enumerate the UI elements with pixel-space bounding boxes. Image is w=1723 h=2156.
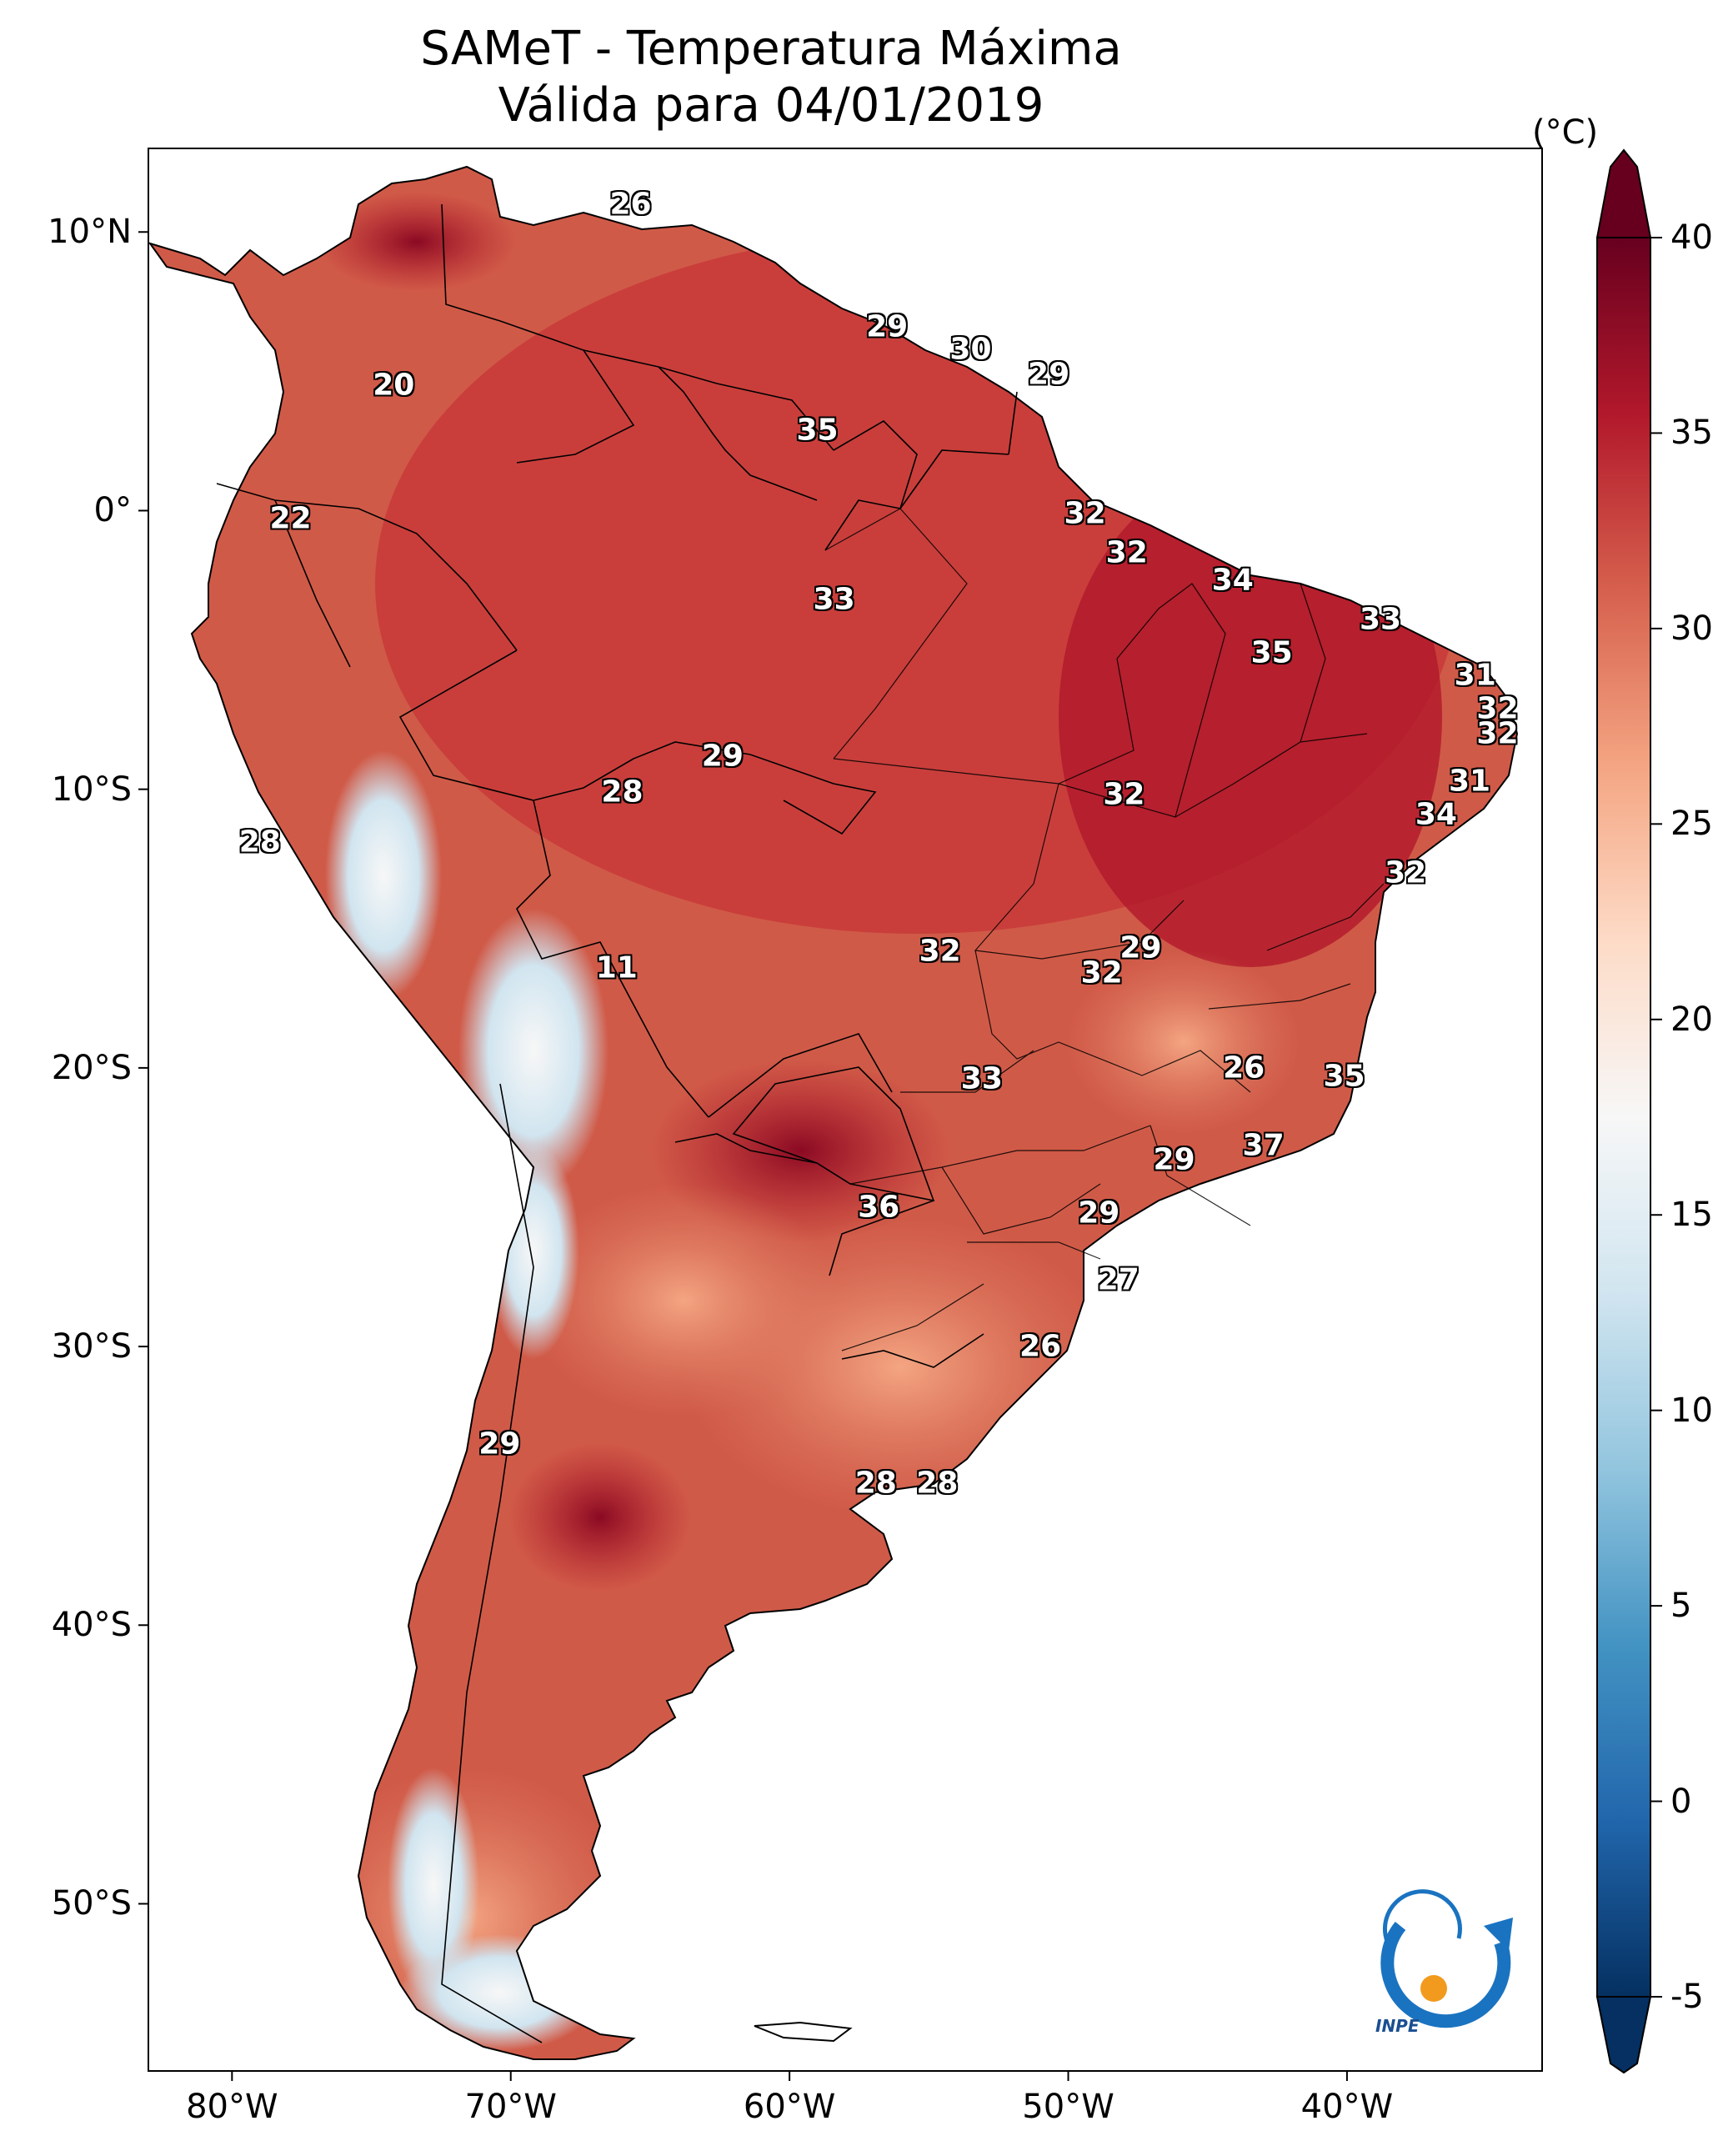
lon-tick-label: 60°W [743,2088,836,2126]
colorbar-tick-label: 25 [1670,805,1713,844]
temperature-value-label: 22 [269,501,312,536]
colorbar-tick-label: 0 [1670,1782,1692,1821]
temperature-value-label: 28 [854,1466,897,1501]
colorbar [1595,148,1662,2074]
temperature-value-label: 26 [609,187,652,222]
temperature-value-label: 30 [949,332,992,367]
temperature-value-label: 28 [601,775,644,810]
inpe-logo-text: INPE [1375,2016,1420,2036]
temperature-value-label: 36 [858,1190,900,1225]
colorbar-tick-label: 30 [1670,609,1713,648]
temperature-value-label: 37 [1242,1128,1285,1163]
temperature-value-label: 35 [796,413,839,448]
colorbar-tick-label: 15 [1670,1196,1713,1235]
falkland-islands [754,2021,853,2043]
temperature-value-label: 26 [1019,1329,1062,1364]
temperature-value-label: 11 [595,950,638,985]
lon-tick-label: 50°W [1022,2088,1114,2126]
axis-ticks [138,231,1348,2081]
country-borders [216,203,1018,2043]
temperature-value-label: 32 [1476,691,1519,726]
lat-tick-label: 10°S [51,770,132,809]
temperature-value-label: 32 [1105,535,1148,570]
colorbar-tick-label: 40 [1670,218,1713,257]
colorbar-unit: (°C) [1532,113,1599,152]
colorbar-tick-label: 20 [1670,1000,1713,1039]
temperature-value-label: 34 [1211,563,1254,598]
temperature-value-label: 29 [478,1426,521,1462]
temperature-value-label: 34 [1415,797,1457,832]
temperature-value-label: 31 [1448,764,1491,799]
temperature-value-label: 32 [1064,496,1106,531]
temperature-value-label: 26 [1223,1050,1265,1086]
temperature-value-label: 20 [373,368,415,403]
temperature-value-label: 32 [1476,716,1519,751]
temperature-value-label: 32 [1080,955,1123,990]
temperature-value-label: 29 [1078,1196,1120,1231]
lat-tick-label: 20°S [51,1048,132,1087]
temperature-value-label: 29 [1028,357,1070,392]
lat-tick-label: 0° [93,491,132,530]
temperature-value-label: 29 [1119,930,1162,965]
temperature-value-label: 33 [1359,602,1402,637]
colorbar-tick-label: -5 [1670,1978,1704,2016]
temperature-value-label: 29 [866,309,909,344]
temperature-value-label: 32 [1385,855,1427,890]
temperature-value-label: 29 [1153,1142,1195,1177]
temperature-value-label: 32 [919,934,961,968]
map-title: SAMeT - Temperatura Máxima [420,22,1122,76]
lat-tick-label: 10°N [48,213,132,252]
temperature-value-label: 27 [1097,1262,1139,1297]
lat-tick-label: 50°S [51,1884,132,1923]
temperature-value-label: 28 [238,825,281,860]
temperature-value-label: 28 [916,1466,959,1501]
lon-tick-label: 80°W [186,2088,278,2126]
lat-tick-label: 30°S [51,1327,132,1366]
lon-tick-label: 40°W [1300,2088,1394,2126]
colorbar-tick-label: 10 [1670,1391,1713,1430]
colorbar-tick-label: 35 [1670,414,1713,453]
temperature-value-label: 32 [1103,777,1145,812]
temperature-value-label: 35 [1323,1059,1365,1094]
temperature-value-label: 33 [813,582,855,617]
temperature-value-label: 31 [1454,658,1496,693]
temperature-value-label: 35 [1250,635,1293,670]
temperature-value-label: 33 [960,1061,1003,1096]
lon-tick-label: 70°W [464,2088,557,2126]
temperature-value-label: 29 [701,739,744,774]
colorbar-tick-label: 5 [1670,1587,1692,1626]
inpe-logo [1380,1889,1513,2028]
map-subtitle: Válida para 04/01/2019 [498,78,1044,133]
lat-tick-label: 40°S [51,1606,132,1645]
coastline [148,165,1519,2060]
state-borders [824,508,1385,1351]
